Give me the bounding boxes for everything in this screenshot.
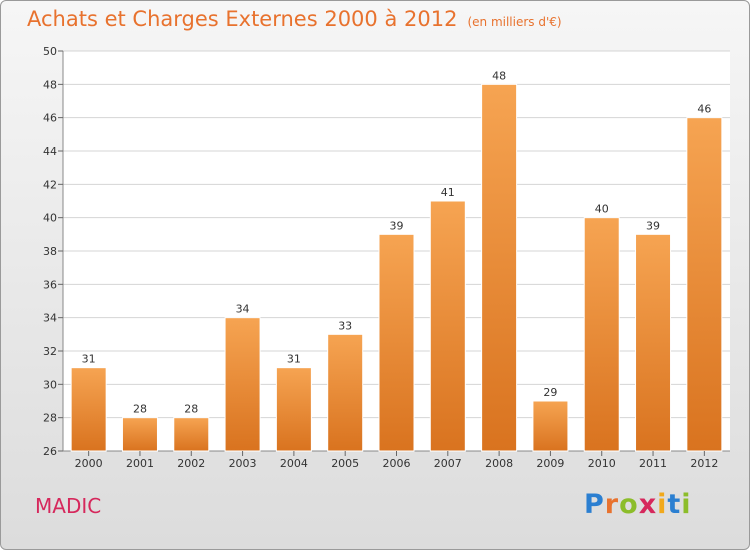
y-tick-label: 44: [43, 145, 57, 158]
bar-value-label: 40: [595, 203, 609, 216]
bar-2005: [327, 333, 364, 452]
logo-letter: P: [584, 489, 605, 520]
logo-letter: t: [667, 489, 682, 520]
bar-value-label: 39: [646, 219, 660, 232]
y-tick-label: 42: [43, 178, 57, 191]
bar-2001: [121, 417, 158, 452]
x-tick-label: 2012: [690, 457, 718, 470]
bar-2007: [429, 200, 466, 452]
chart-title-text: Achats et Charges Externes 2000 à 2012: [27, 7, 458, 31]
x-tick-label: 2000: [75, 457, 103, 470]
y-tick-label: 34: [43, 312, 57, 325]
chart-subtitle: (en milliers d'€): [467, 15, 562, 29]
town-name: MADIC: [35, 494, 102, 518]
y-tick-label: 50: [43, 45, 57, 58]
y-tick-label: 36: [43, 278, 57, 291]
bar-value-label: 39: [390, 219, 404, 232]
bar-value-label: 31: [287, 353, 301, 366]
logo-letter: o: [619, 489, 639, 520]
bar-2004: [275, 367, 312, 452]
bar-2006: [378, 233, 415, 452]
x-tick-label: 2001: [126, 457, 154, 470]
bar-value-label: 31: [82, 353, 96, 366]
y-tick-label: 40: [43, 212, 57, 225]
bar-2012: [686, 117, 723, 452]
y-tick-label: 26: [43, 445, 57, 458]
logo-letter: i: [657, 489, 668, 520]
bar-value-label: 28: [184, 403, 198, 416]
bar-2008: [481, 83, 518, 452]
y-tick-label: 32: [43, 345, 57, 358]
x-tick-label: 2006: [383, 457, 411, 470]
bar-2000: [70, 367, 107, 452]
logo-letter: x: [638, 489, 658, 520]
x-axis-ticks: 2000 2001 2002 2003 2004 2005 2006 2007 2008 2009…: [75, 451, 718, 470]
bar-value-label: 46: [697, 103, 711, 116]
bar-2002: [173, 417, 210, 452]
bar-value-label: 41: [441, 186, 455, 199]
chart-title: Achats et Charges Externes 2000 à 2012 (e…: [27, 7, 562, 31]
bar-2009: [532, 400, 569, 452]
y-tick-label: 30: [43, 378, 57, 391]
x-tick-label: 2004: [280, 457, 308, 470]
bar-value-label: 28: [133, 403, 147, 416]
bar-value-label: 33: [338, 319, 352, 332]
bar-2010: [583, 217, 620, 452]
x-tick-label: 2009: [536, 457, 564, 470]
bar-2003: [224, 317, 261, 452]
x-tick-label: 2002: [177, 457, 205, 470]
x-tick-label: 2003: [229, 457, 257, 470]
y-axis-ticks: 26 28 30 32 34 36 38 40 42 44 46 48 50: [43, 45, 63, 458]
x-tick-label: 2005: [331, 457, 359, 470]
y-tick-label: 38: [43, 245, 57, 258]
y-tick-label: 48: [43, 78, 57, 91]
x-tick-label: 2011: [639, 457, 667, 470]
proxiti-logo: Proxiti: [584, 489, 692, 520]
y-tick-label: 46: [43, 112, 57, 125]
bar-2011: [635, 233, 672, 452]
bars: 31 28 28 34 31 33 39 41 48 29 40 39 46: [70, 69, 723, 452]
bar-value-label: 29: [543, 386, 557, 399]
logo-letter: r: [604, 489, 620, 520]
bar-value-label: 34: [236, 303, 250, 316]
y-tick-label: 28: [43, 412, 57, 425]
x-tick-label: 2008: [485, 457, 513, 470]
x-tick-label: 2010: [588, 457, 616, 470]
bar-value-label: 48: [492, 69, 506, 82]
x-tick-label: 2007: [434, 457, 462, 470]
logo-letter: i: [681, 489, 692, 520]
